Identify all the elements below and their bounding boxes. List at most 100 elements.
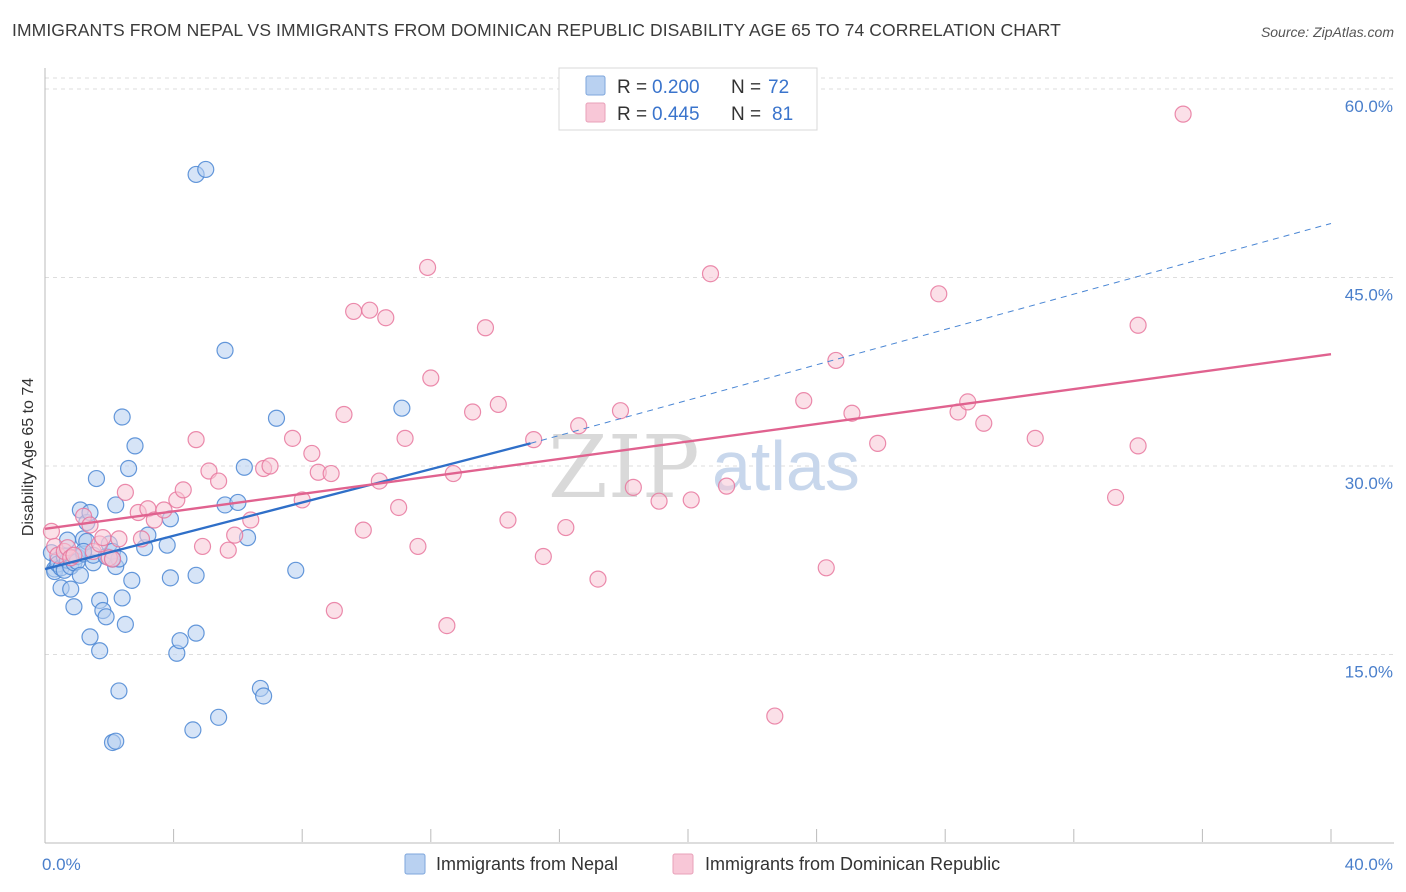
- point-nepal-38: [116, 615, 134, 633]
- point-nepal-68: [107, 732, 125, 750]
- point-nepal-34: [110, 682, 128, 700]
- point-dominican-14: [110, 530, 128, 548]
- point-dominican-67: [795, 392, 813, 410]
- source-label: Source: ZipAtlas.com: [1260, 24, 1394, 40]
- point-nepal-11: [62, 580, 80, 598]
- legend-dominican-n-label: N =: [731, 104, 761, 125]
- x-tick-labels: 0.0% 40.0%: [42, 855, 1393, 874]
- legend-dominican-r-label: R =: [617, 104, 647, 125]
- point-dominican-44: [390, 498, 408, 517]
- y-tick-labels: 15.0% 30.0% 45.0% 60.0%: [1345, 97, 1393, 682]
- trend-nepal-extension: [530, 222, 1332, 444]
- point-dominican-63: [682, 491, 700, 509]
- point-dominican-79: [1129, 437, 1147, 455]
- y-tick-label-3: 60.0%: [1345, 97, 1393, 116]
- point-dominican-57: [557, 518, 575, 537]
- point-dominican-71: [869, 434, 887, 452]
- point-dominican-58: [570, 417, 588, 435]
- point-dominican-28: [226, 526, 244, 544]
- point-dominican-66: [766, 707, 784, 725]
- point-dominican-75: [975, 414, 993, 432]
- y-tick-label-2: 45.0%: [1345, 286, 1393, 305]
- point-dominican-54: [499, 511, 517, 529]
- point-dominican-64: [701, 265, 720, 283]
- point-dominican-61: [624, 478, 642, 496]
- point-nepal-51: [187, 566, 205, 584]
- point-dominican-15: [116, 483, 134, 501]
- watermark: ZIP atlas: [548, 418, 860, 518]
- point-nepal-53: [197, 160, 215, 179]
- point-dominican-22: [174, 481, 192, 499]
- point-dominican-62: [650, 492, 668, 510]
- series-dominican-points: [42, 105, 1192, 725]
- x-tick-label-1: 40.0%: [1345, 855, 1393, 874]
- point-nepal-50: [187, 624, 205, 642]
- point-dominican-56: [534, 547, 552, 566]
- legend-nepal-r-label: R =: [617, 77, 647, 98]
- bottom-legend-dominican-swatch: [672, 853, 694, 875]
- watermark-atlas: atlas: [712, 427, 860, 505]
- legend-nepal-r-value: 0.200: [652, 77, 700, 98]
- point-nepal-54: [210, 708, 228, 726]
- point-nepal-64: [393, 399, 411, 417]
- point-dominican-48: [422, 369, 440, 387]
- series-nepal-points: [42, 160, 411, 752]
- chart-title: IMMIGRANTS FROM NEPAL VS IMMIGRANTS FROM…: [12, 20, 1061, 40]
- point-nepal-49: [184, 721, 202, 739]
- point-dominican-32: [283, 429, 302, 447]
- bottom-legend-nepal-swatch: [404, 853, 426, 875]
- legend-dominican-swatch: [585, 102, 606, 123]
- point-nepal-40: [123, 571, 141, 589]
- legend-nepal-n-value: 72: [768, 77, 789, 98]
- y-tick-label-0: 15.0%: [1345, 663, 1393, 682]
- watermark-zip: ZIP: [548, 418, 700, 518]
- point-dominican-46: [409, 537, 427, 556]
- point-nepal-33: [107, 496, 125, 514]
- point-nepal-63: [287, 561, 305, 579]
- legend-dominican-r-value: 0.445: [652, 104, 700, 125]
- point-dominican-11: [94, 529, 112, 547]
- legend-dominican-n-value: 81: [772, 104, 793, 125]
- point-dominican-36: [322, 464, 340, 483]
- point-dominican-8: [81, 516, 99, 534]
- point-dominican-23: [187, 431, 205, 449]
- bottom-legend-dominican: Immigrants from Dominican Republic: [705, 854, 1000, 874]
- point-dominican-52: [476, 319, 495, 337]
- point-nepal-37: [113, 408, 131, 426]
- point-dominican-27: [219, 541, 237, 559]
- point-dominican-24: [193, 537, 212, 556]
- point-dominican-47: [418, 258, 437, 277]
- point-nepal-36: [113, 589, 131, 607]
- trend-lines: [44, 222, 1332, 571]
- point-dominican-31: [261, 457, 279, 475]
- legend-nepal-n-label: N =: [731, 77, 761, 98]
- point-dominican-59: [589, 570, 607, 588]
- series-legend: Immigrants from Nepal Immigrants from Do…: [404, 853, 1000, 875]
- point-dominican-70: [843, 404, 861, 422]
- point-dominican-80: [1174, 105, 1192, 123]
- trend-dominican: [44, 352, 1332, 531]
- point-dominican-65: [717, 477, 736, 495]
- point-nepal-39: [119, 459, 138, 478]
- point-dominican-40: [354, 521, 372, 539]
- point-nepal-45: [161, 569, 179, 587]
- point-dominican-34: [303, 444, 321, 463]
- point-dominican-37: [325, 601, 343, 620]
- point-dominican-49: [438, 616, 456, 635]
- point-nepal-28: [97, 608, 115, 626]
- y-tick-label-1: 30.0%: [1345, 474, 1393, 493]
- point-dominican-38: [335, 405, 353, 424]
- point-dominican-78: [1129, 316, 1147, 334]
- point-nepal-58: [235, 458, 253, 476]
- point-dominican-26: [210, 472, 228, 490]
- trend-nepal: [44, 442, 531, 571]
- point-dominican-45: [396, 429, 414, 447]
- point-dominican-51: [463, 403, 482, 421]
- point-dominican-43: [377, 309, 395, 327]
- y-axis-label: Disability Age 65 to 74: [20, 378, 37, 536]
- point-dominican-69: [827, 351, 845, 370]
- point-nepal-26: [91, 642, 109, 660]
- legend-nepal-swatch: [585, 75, 606, 96]
- bottom-legend-nepal: Immigrants from Nepal: [436, 854, 618, 874]
